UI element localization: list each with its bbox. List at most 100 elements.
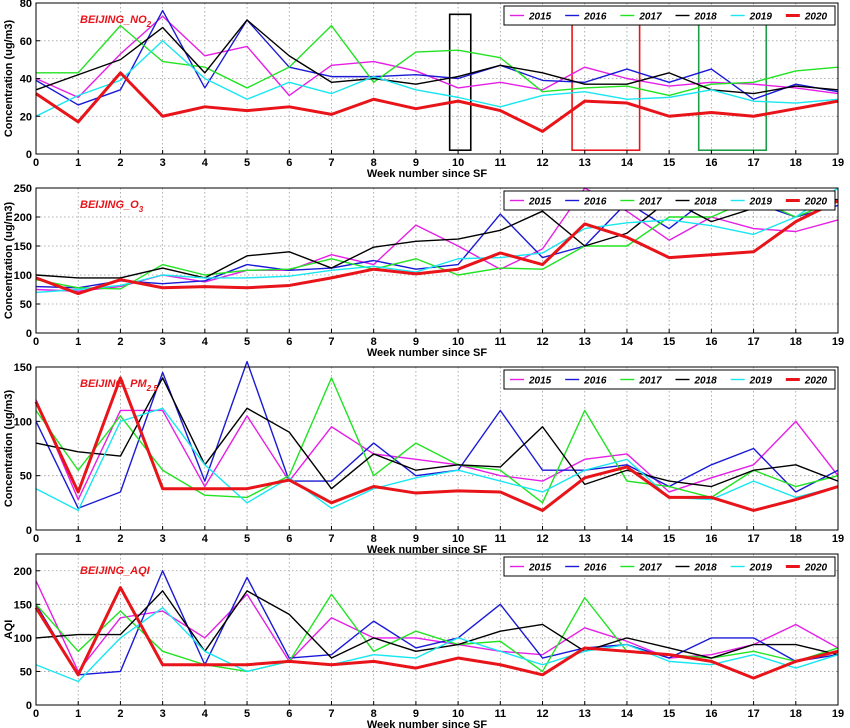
x-tick-label: 17	[747, 708, 759, 720]
series-line-2019	[35, 40, 839, 117]
panel-title-subscript: 2	[146, 20, 152, 29]
x-tick-label: 17	[747, 336, 759, 348]
x-tick-label: 9	[413, 157, 419, 169]
x-tick-label: 10	[452, 533, 464, 545]
y-axis-title: Concentration (ug/m3)	[3, 20, 15, 138]
x-axis-title: Week number since SF	[367, 168, 488, 180]
series-line-2018	[35, 377, 839, 490]
series-line-2018	[35, 19, 839, 95]
series-line-2015	[35, 399, 839, 501]
x-tick-label: 12	[536, 533, 548, 545]
x-tick-label: 14	[621, 157, 634, 169]
series-line-2017	[35, 377, 839, 504]
series-line-2019	[35, 187, 839, 294]
x-tick-label: 15	[663, 708, 675, 720]
series-line-2016	[35, 570, 839, 676]
x-tick-label: 3	[160, 708, 166, 720]
x-tick-label: 10	[452, 157, 464, 169]
x-tick-label: 4	[202, 157, 209, 169]
x-tick-label: 7	[328, 157, 334, 169]
x-tick-label: 16	[705, 708, 717, 720]
legend: 2015 2016 2017 2018 2019 2020	[503, 369, 836, 390]
plot-area	[36, 367, 838, 530]
x-tick-label: 11	[494, 708, 506, 720]
axes-frame	[35, 553, 839, 706]
x-tick-label: 4	[202, 336, 209, 348]
y-tick-label: 150	[14, 241, 32, 253]
legend-label-2017: 2017	[638, 197, 662, 208]
legend-box	[503, 556, 836, 577]
x-tick-label: 11	[494, 533, 506, 545]
x-tick-label: 1	[75, 708, 81, 720]
x-tick-label: 5	[244, 533, 250, 545]
axes-frame	[35, 187, 839, 334]
x-tick-label: 2	[117, 533, 123, 545]
y-axis-title: Concentration (ug/m3)	[3, 390, 15, 508]
legend-label-2019: 2019	[749, 376, 773, 387]
x-tick-label: 7	[328, 708, 334, 720]
x-tick-label: 0	[33, 336, 39, 348]
x-tick-label: 9	[413, 533, 419, 545]
legend-label-2020: 2020	[804, 376, 828, 387]
x-tick-label: 19	[832, 157, 844, 169]
x-tick-label: 6	[286, 708, 292, 720]
panel-title-subscript: 3	[139, 205, 144, 214]
legend-box	[503, 5, 836, 26]
y-tick-label: 150	[14, 599, 32, 611]
series-line-2020	[34, 586, 839, 680]
legend-label-2015: 2015	[528, 12, 552, 23]
panel-title: BEIJING_O3	[80, 199, 144, 214]
x-tick-label: 1	[75, 533, 81, 545]
series-line-2019	[35, 407, 839, 512]
legend-label-2016: 2016	[583, 197, 607, 208]
x-tick-label: 14	[621, 336, 634, 348]
x-tick-label: 1	[75, 336, 81, 348]
y-tick-label: 150	[14, 362, 32, 374]
x-tick-label: 19	[832, 533, 844, 545]
x-tick-label: 9	[413, 708, 419, 720]
x-tick-label: 10	[452, 708, 464, 720]
series-line-2020	[35, 71, 839, 133]
x-tick-label: 8	[371, 157, 377, 169]
legend-box	[503, 369, 836, 390]
x-tick-label: 17	[747, 157, 759, 169]
x-tick-label: 13	[579, 336, 591, 348]
legend-label-2015: 2015	[528, 376, 552, 387]
x-tick-label: 16	[705, 533, 717, 545]
x-tick-label: 18	[790, 708, 802, 720]
series-line-2016	[35, 9, 839, 106]
legend-label-2017: 2017	[638, 376, 662, 387]
y-tick-label: 40	[20, 74, 32, 86]
y-tick-label: 0	[26, 525, 32, 537]
x-tick-label: 13	[579, 708, 591, 720]
x-tick-label: 18	[790, 157, 802, 169]
x-tick-label: 3	[160, 533, 166, 545]
y-tick-label: 200	[14, 212, 32, 224]
legend-label-2019: 2019	[749, 563, 773, 574]
x-tick-label: 7	[328, 533, 334, 545]
x-tick-label: 12	[536, 708, 548, 720]
panel-1: 0 1 2 3 4 5 6 7 8 9 10 11 12 13 14 15 16 17 18 19020406080W…	[3, 0, 844, 180]
x-tick-label: 10	[452, 336, 464, 348]
legend: 2015 2016 2017 2018 2019 2020	[503, 190, 836, 211]
x-tick-label: 8	[371, 708, 377, 720]
series-line-2017	[35, 593, 839, 673]
legend-label-2015: 2015	[528, 563, 552, 574]
x-tick-label: 0	[33, 533, 39, 545]
x-tick-label: 13	[579, 157, 591, 169]
y-tick-label: 0	[26, 700, 32, 712]
legend-label-2019: 2019	[749, 197, 773, 208]
panel-title-main: BEIJING_PM	[80, 378, 147, 390]
x-tick-label: 15	[663, 533, 675, 545]
y-tick-label: 20	[20, 111, 32, 123]
x-tick-label: 2	[117, 336, 123, 348]
y-axis-title: Concentration (ug/m3)	[3, 202, 15, 320]
y-tick-label: 50	[20, 299, 32, 311]
x-tick-label: 15	[663, 157, 675, 169]
panel-title-main: BEIJING_O	[80, 199, 139, 211]
x-tick-label: 18	[790, 336, 802, 348]
panel-title-main: BEIJING_NO	[80, 14, 147, 26]
legend-label-2017: 2017	[638, 12, 662, 23]
legend-label-2015: 2015	[528, 197, 552, 208]
